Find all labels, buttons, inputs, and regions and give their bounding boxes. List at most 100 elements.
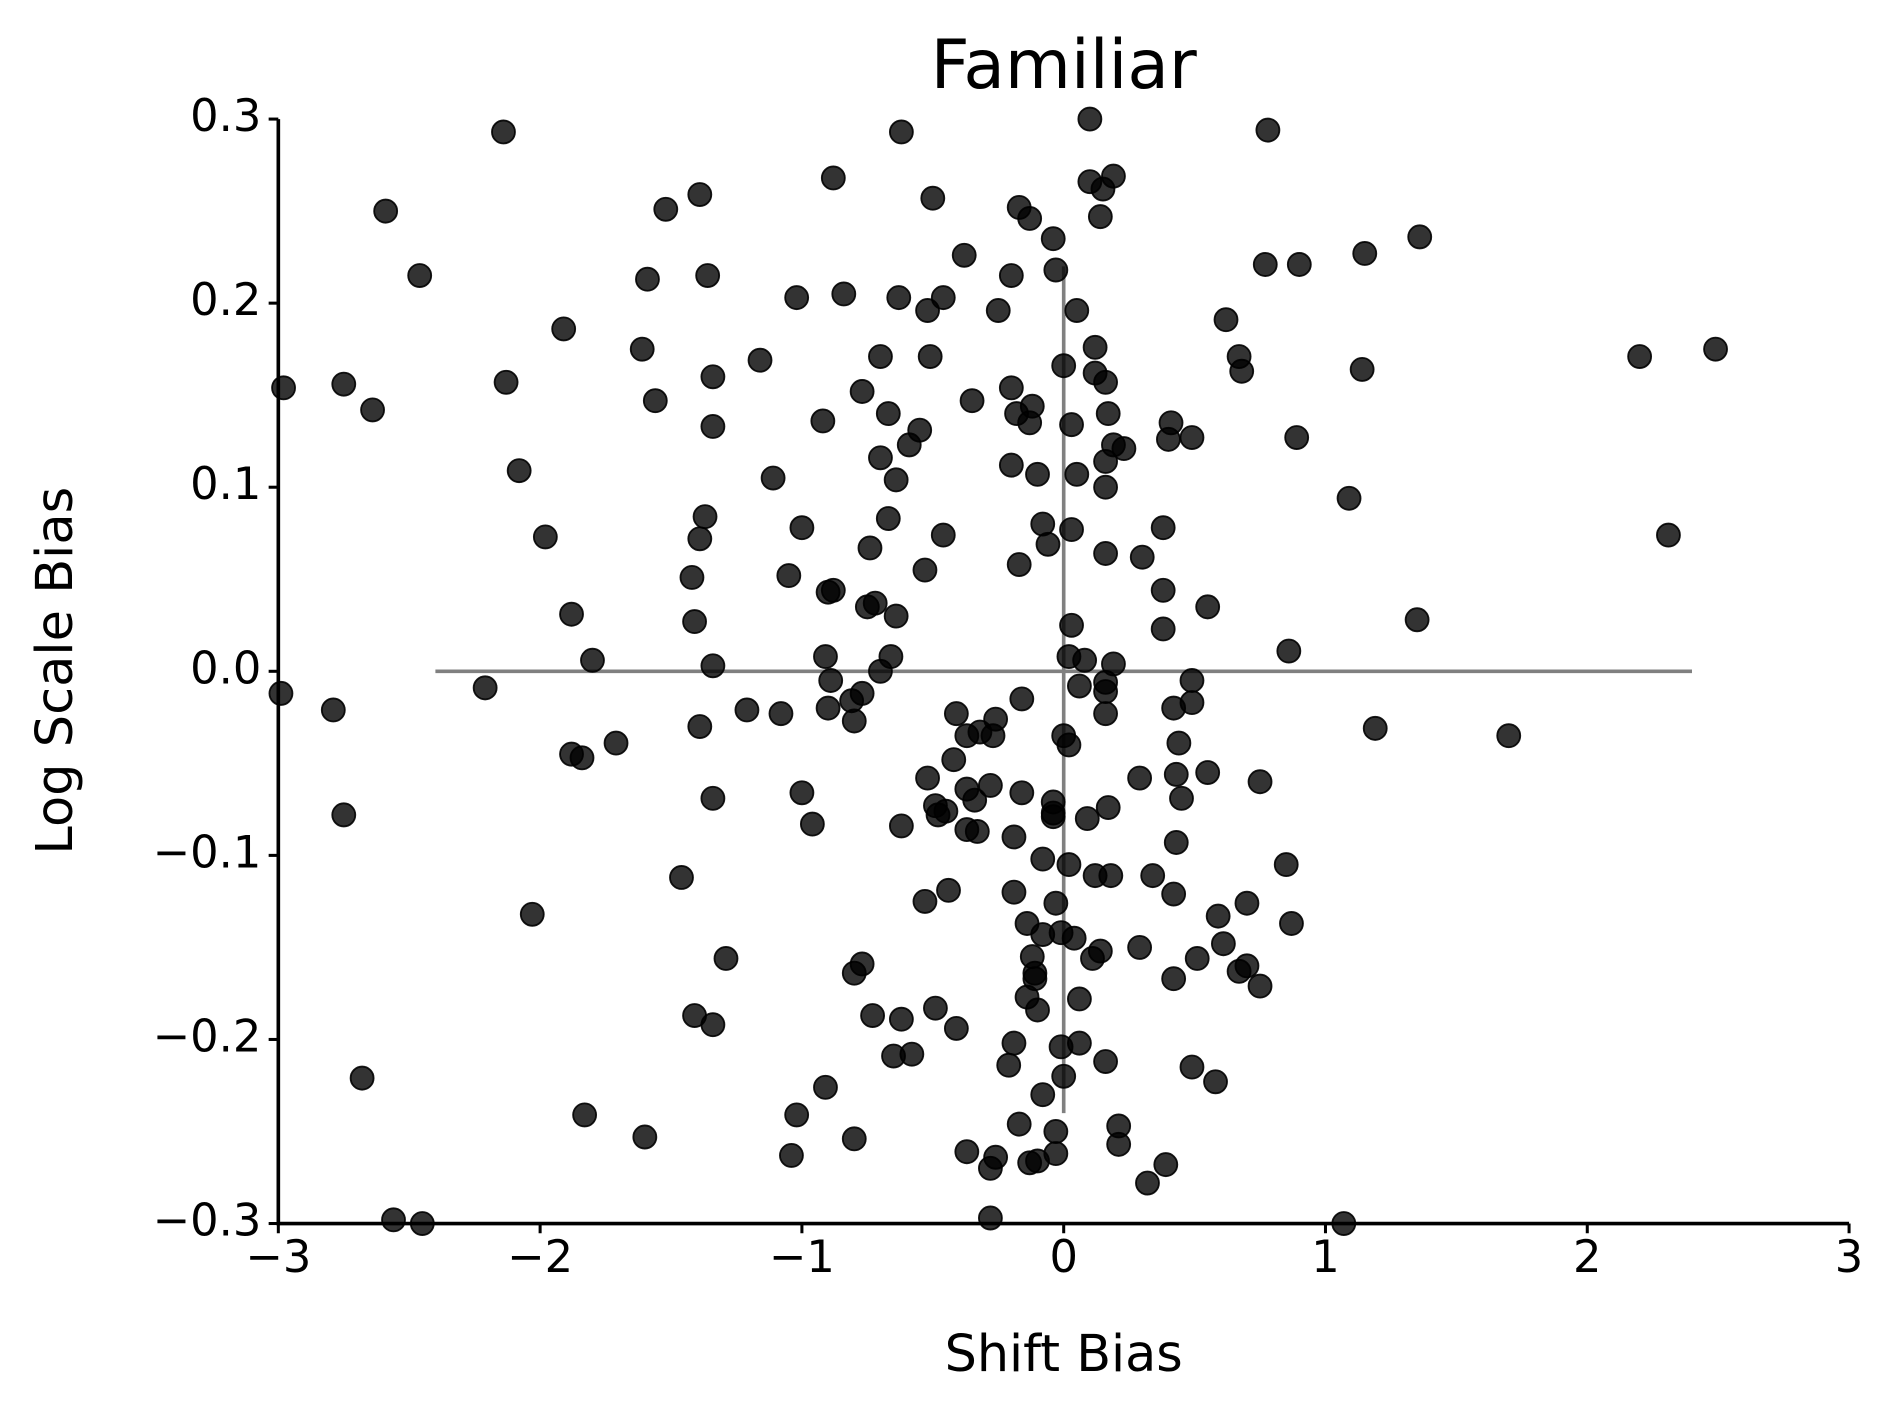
point xyxy=(799,811,825,837)
point xyxy=(1279,911,1304,936)
point xyxy=(642,388,668,414)
point xyxy=(713,946,739,971)
point xyxy=(1009,780,1035,806)
point xyxy=(1093,679,1118,705)
point xyxy=(943,701,969,727)
x-axis-label: Shift Bias xyxy=(945,1325,1183,1384)
point xyxy=(1195,594,1221,620)
point xyxy=(331,802,357,828)
point xyxy=(977,772,1003,798)
point xyxy=(1255,117,1281,143)
point xyxy=(1156,426,1181,452)
y-axis-label: Log Scale Bias xyxy=(26,487,85,855)
point xyxy=(1184,946,1210,971)
point xyxy=(776,563,802,589)
point xyxy=(491,119,516,145)
point xyxy=(1025,997,1050,1023)
point xyxy=(862,590,888,616)
point xyxy=(271,375,296,401)
point xyxy=(1627,344,1653,369)
point xyxy=(572,1102,598,1128)
point xyxy=(1150,577,1176,603)
point xyxy=(923,995,948,1021)
point xyxy=(687,182,713,207)
point xyxy=(373,198,399,224)
x-tick-label: −1 xyxy=(769,1230,835,1283)
point xyxy=(925,802,951,828)
point xyxy=(941,747,967,773)
point xyxy=(1043,257,1069,283)
point xyxy=(820,165,846,191)
point xyxy=(1213,307,1239,333)
point xyxy=(1273,852,1299,878)
point xyxy=(810,408,836,434)
point xyxy=(1017,410,1043,436)
point xyxy=(1286,252,1312,277)
point xyxy=(1093,1049,1118,1074)
point xyxy=(815,695,841,721)
point xyxy=(349,1065,375,1091)
y-tick-label: −0.2 xyxy=(153,1009,262,1062)
x-tick-label: −2 xyxy=(507,1230,573,1283)
point xyxy=(917,344,943,369)
point xyxy=(784,285,810,311)
point xyxy=(1229,358,1255,384)
point xyxy=(985,298,1011,323)
point xyxy=(692,504,718,530)
point xyxy=(998,263,1024,288)
point xyxy=(1064,461,1090,487)
point xyxy=(1082,334,1108,360)
point xyxy=(1140,863,1166,889)
point xyxy=(951,242,977,268)
point xyxy=(841,1126,867,1152)
point xyxy=(888,1006,914,1032)
point xyxy=(998,375,1024,401)
point xyxy=(1234,890,1260,916)
point xyxy=(1059,517,1084,543)
point xyxy=(1496,723,1522,749)
point xyxy=(700,653,726,679)
point xyxy=(1067,986,1092,1012)
y-tick-label: 0.3 xyxy=(190,89,261,142)
point xyxy=(1203,1069,1228,1095)
point xyxy=(875,401,901,427)
point xyxy=(883,467,909,493)
point xyxy=(700,414,726,439)
point xyxy=(899,1041,925,1067)
point xyxy=(1195,760,1221,785)
point xyxy=(1179,1054,1205,1080)
point xyxy=(1064,298,1090,323)
point xyxy=(962,787,988,813)
point xyxy=(1404,607,1430,633)
x-tick-label: 1 xyxy=(1311,1230,1339,1283)
point xyxy=(930,522,956,548)
point xyxy=(1336,485,1362,511)
point xyxy=(883,603,909,629)
point xyxy=(360,397,385,423)
point xyxy=(551,316,577,342)
point xyxy=(784,1102,810,1128)
point xyxy=(1150,616,1176,642)
point xyxy=(1101,163,1126,189)
point xyxy=(912,557,938,583)
point xyxy=(1043,1119,1069,1144)
point xyxy=(1153,1152,1179,1178)
point xyxy=(1098,863,1124,889)
point xyxy=(1349,356,1375,382)
point xyxy=(1161,966,1187,992)
point xyxy=(954,1139,980,1165)
point xyxy=(1009,686,1035,712)
y-tick-label: 0.1 xyxy=(190,457,261,510)
point xyxy=(1169,785,1194,811)
point xyxy=(1407,224,1433,250)
point xyxy=(1362,715,1388,741)
point xyxy=(1040,804,1066,830)
point xyxy=(1247,769,1273,795)
point xyxy=(1095,795,1121,820)
point xyxy=(1056,732,1082,758)
x-tick-label: 0 xyxy=(1049,1230,1077,1283)
point xyxy=(886,285,912,311)
point xyxy=(1161,881,1187,907)
point xyxy=(1166,730,1192,756)
